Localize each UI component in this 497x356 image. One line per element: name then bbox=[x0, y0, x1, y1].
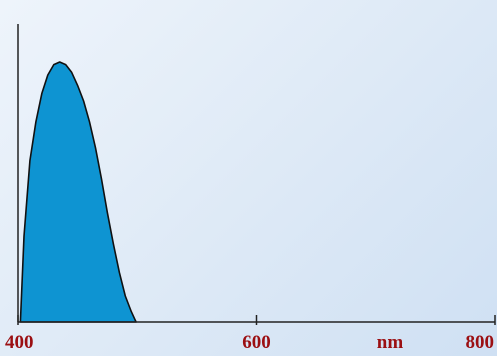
x-tick-label-400: 400 bbox=[5, 332, 34, 353]
x-tick-labels: 400 600 800 bbox=[5, 332, 494, 353]
x-tick-marks bbox=[17, 315, 496, 325]
spectrum-area-layer bbox=[19, 61, 137, 323]
x-axis-unit-label: nm bbox=[377, 332, 404, 353]
spectrum-series-area bbox=[19, 61, 137, 323]
x-tick-label-600: 600 bbox=[242, 332, 271, 353]
x-tick-label-800: 800 bbox=[466, 332, 495, 353]
